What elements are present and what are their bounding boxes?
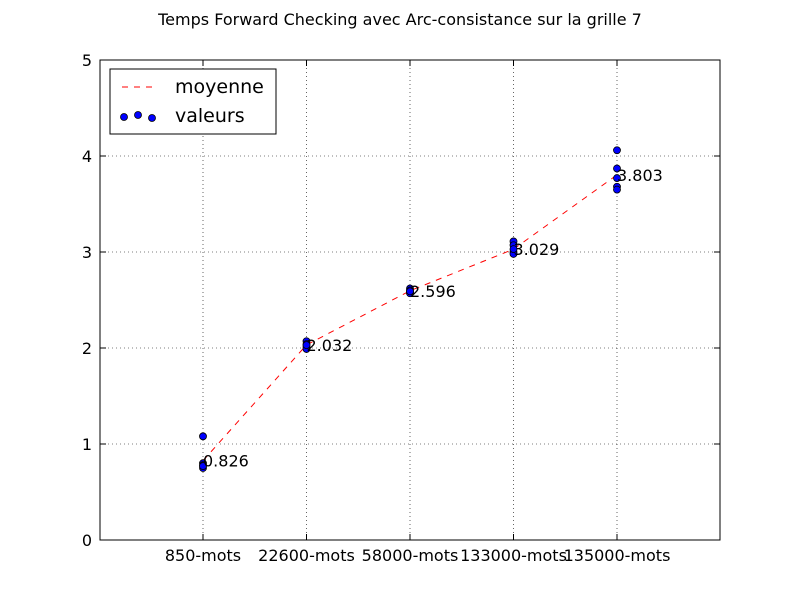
value-point [199,462,207,470]
x-tick-label: 850-mots [165,546,241,565]
y-tick-label: 4 [82,147,92,166]
mean-value-label: 0.826 [203,452,249,471]
value-point [509,245,518,254]
values-series [199,146,621,472]
data-labels: 0.826 2.032 2.596 3.029 3.803 [203,166,663,471]
mean-value-label: 3.803 [617,166,663,185]
y-tick-label: 2 [82,339,92,358]
axis-ticks: 0 1 2 3 4 5 850-mots 22600-mots 58000-mots 133000… [82,51,720,565]
grid [100,60,720,540]
value-point [613,164,621,173]
value-point [199,432,207,441]
y-tick-label: 5 [82,51,92,70]
legend-box [109,68,277,135]
x-tick-label: 133000-mots [460,546,567,565]
value-point [406,287,414,296]
x-tick-label: 22600-mots [258,546,355,565]
legend-marker-valeurs [148,114,156,122]
legend: moyenne valeurs [109,68,277,135]
plot-frame [99,59,721,541]
value-point [613,146,621,155]
mean-value-label: 3.029 [514,240,560,259]
value-point [302,341,311,350]
chart-title: Temps Forward Checking avec Arc-consista… [157,10,642,29]
legend-label-moyenne: moyenne [175,76,264,98]
y-tick-label: 3 [82,243,92,262]
y-tick-label: 0 [82,531,92,550]
mean-value-label: 2.032 [307,336,353,355]
legend-marker-valeurs [134,111,142,119]
x-tick-label: 58000-mots [362,546,459,565]
x-tick-label: 135000-mots [564,546,671,565]
legend-marker-valeurs [120,113,128,121]
mean-value-label: 2.596 [410,282,456,301]
value-point [613,185,621,194]
value-point [613,174,621,182]
legend-label-valeurs: valeurs [175,105,245,127]
y-tick-label: 1 [82,435,92,454]
